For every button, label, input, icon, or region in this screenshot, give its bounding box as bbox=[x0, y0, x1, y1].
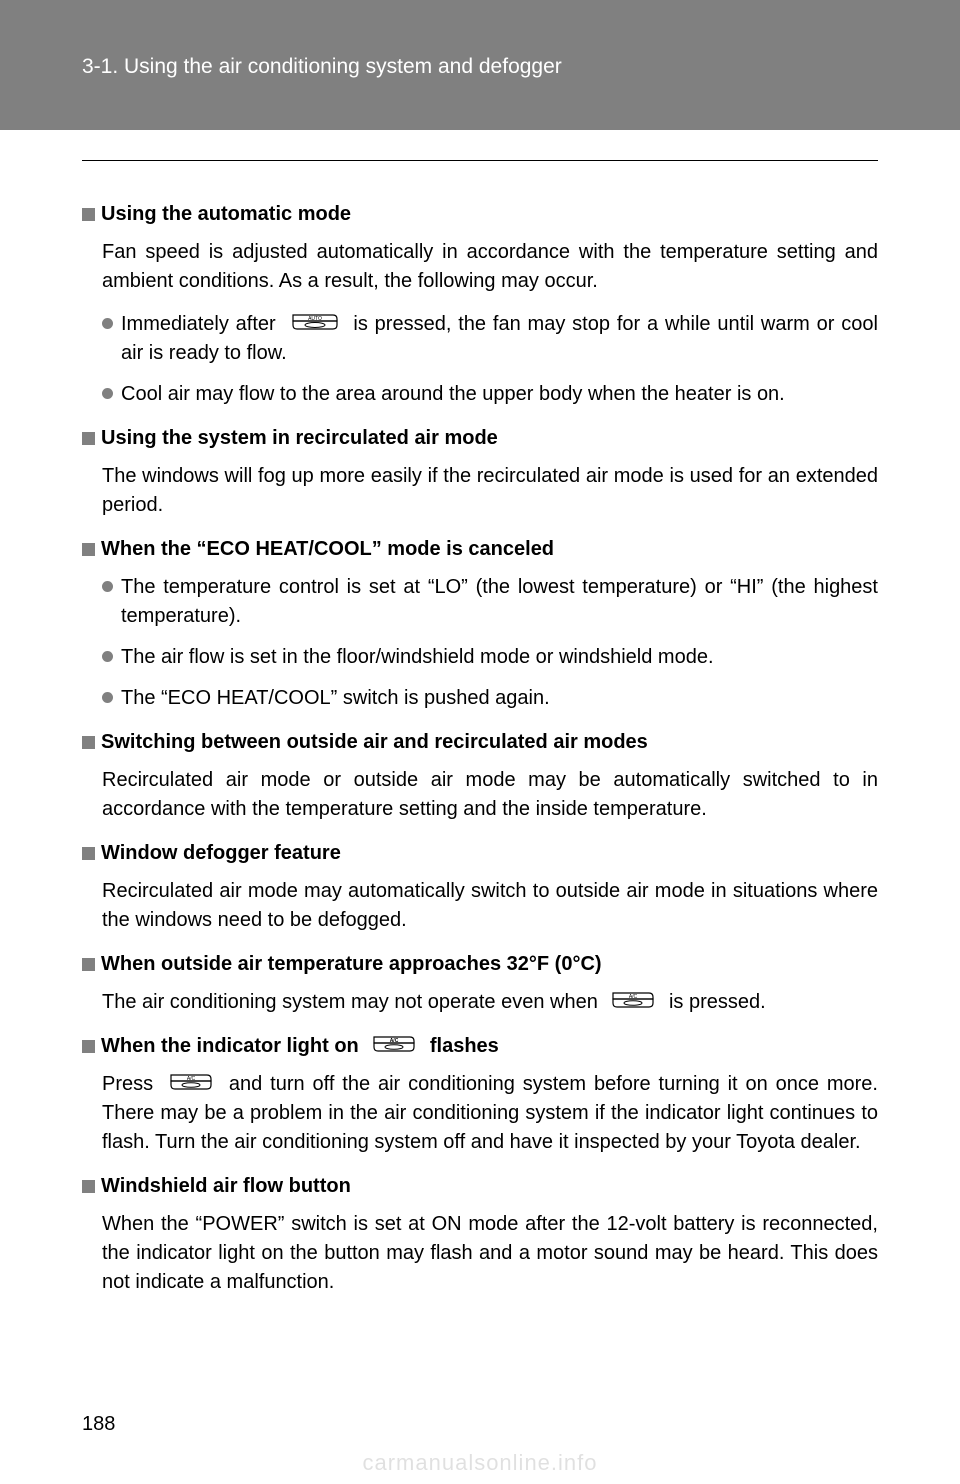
section-heading: When outside air temperature approaches … bbox=[82, 953, 878, 976]
watermark: carmanualsonline.info bbox=[0, 1450, 960, 1476]
heading-text: Switching between outside air and recirc… bbox=[101, 731, 648, 754]
heading-text: When outside air temperature approaches … bbox=[101, 953, 602, 976]
text-fragment: When the indicator light on bbox=[101, 1035, 364, 1057]
page-content: Using the automatic mode Fan speed is ad… bbox=[0, 130, 960, 1297]
text-fragment: is pressed. bbox=[669, 991, 766, 1013]
bullet-content: Immediately after AUTO is pressed, the f… bbox=[121, 310, 878, 368]
section-number-title: 3-1. Using the air conditioning system a… bbox=[82, 55, 960, 79]
auto-button-icon: AUTO bbox=[289, 311, 341, 335]
bullet-item: Immediately after AUTO is pressed, the f… bbox=[102, 310, 878, 368]
circle-bullet-icon bbox=[102, 581, 113, 592]
text-fragment: and turn off the air conditioning system… bbox=[102, 1073, 878, 1153]
circle-bullet-icon bbox=[102, 318, 113, 329]
bullet-content: The temperature control is set at “LO” (… bbox=[121, 573, 878, 631]
square-bullet-icon bbox=[82, 847, 95, 860]
page-number: 188 bbox=[82, 1413, 115, 1436]
ac-button-icon: A/C bbox=[167, 1072, 215, 1094]
text-fragment: flashes bbox=[430, 1035, 499, 1057]
square-bullet-icon bbox=[82, 1180, 95, 1193]
circle-bullet-icon bbox=[102, 388, 113, 399]
heading-text: When the “ECO HEAT/COOL” mode is cancele… bbox=[101, 538, 554, 561]
square-bullet-icon bbox=[82, 543, 95, 556]
header-band: 3-1. Using the air conditioning system a… bbox=[0, 0, 960, 130]
body-text: Fan speed is adjusted automatically in a… bbox=[102, 238, 878, 296]
bullet-content: The “ECO HEAT/COOL” switch is pushed aga… bbox=[121, 684, 878, 713]
body-text: When the “POWER” switch is set at ON mod… bbox=[102, 1210, 878, 1297]
section-heading: Window defogger feature bbox=[82, 842, 878, 865]
circle-bullet-icon bbox=[102, 692, 113, 703]
section-heading: When the indicator light on A/C flashes bbox=[82, 1035, 878, 1058]
square-bullet-icon bbox=[82, 208, 95, 221]
bullet-item: The air flow is set in the floor/windshi… bbox=[102, 643, 878, 672]
body-text: Recirculated air mode or outside air mod… bbox=[102, 766, 878, 824]
ac-button-icon: A/C bbox=[609, 990, 657, 1012]
bullet-item: The temperature control is set at “LO” (… bbox=[102, 573, 878, 631]
bullet-content: The air flow is set in the floor/windshi… bbox=[121, 643, 878, 672]
section-heading: Windshield air flow button bbox=[82, 1175, 878, 1198]
body-text: The windows will fog up more easily if t… bbox=[102, 462, 878, 520]
body-text: The air conditioning system may not oper… bbox=[102, 988, 878, 1017]
section-heading: Using the automatic mode bbox=[82, 203, 878, 226]
heading-text: Using the automatic mode bbox=[101, 203, 351, 226]
square-bullet-icon bbox=[82, 432, 95, 445]
bullet-item: Cool air may flow to the area around the… bbox=[102, 380, 878, 409]
section-heading: Switching between outside air and recirc… bbox=[82, 731, 878, 754]
square-bullet-icon bbox=[82, 736, 95, 749]
section-heading: When the “ECO HEAT/COOL” mode is cancele… bbox=[82, 538, 878, 561]
bullet-item: The “ECO HEAT/COOL” switch is pushed aga… bbox=[102, 684, 878, 713]
text-fragment: Immediately after bbox=[121, 313, 283, 335]
heading-text: Window defogger feature bbox=[101, 842, 341, 865]
body-text: Recirculated air mode may automatically … bbox=[102, 877, 878, 935]
ac-button-icon: A/C bbox=[370, 1034, 418, 1056]
square-bullet-icon bbox=[82, 1040, 95, 1053]
section-heading: Using the system in recirculated air mod… bbox=[82, 427, 878, 450]
heading-text: When the indicator light on A/C flashes bbox=[101, 1035, 499, 1058]
bullet-content: Cool air may flow to the area around the… bbox=[121, 380, 878, 409]
square-bullet-icon bbox=[82, 958, 95, 971]
heading-text: Windshield air flow button bbox=[101, 1175, 351, 1198]
circle-bullet-icon bbox=[102, 651, 113, 662]
content-divider bbox=[82, 160, 878, 161]
text-fragment: The air conditioning system may not oper… bbox=[102, 991, 603, 1013]
body-text: Press A/C and turn off the air condition… bbox=[102, 1070, 878, 1157]
text-fragment: Press bbox=[102, 1073, 161, 1095]
heading-text: Using the system in recirculated air mod… bbox=[101, 427, 498, 450]
